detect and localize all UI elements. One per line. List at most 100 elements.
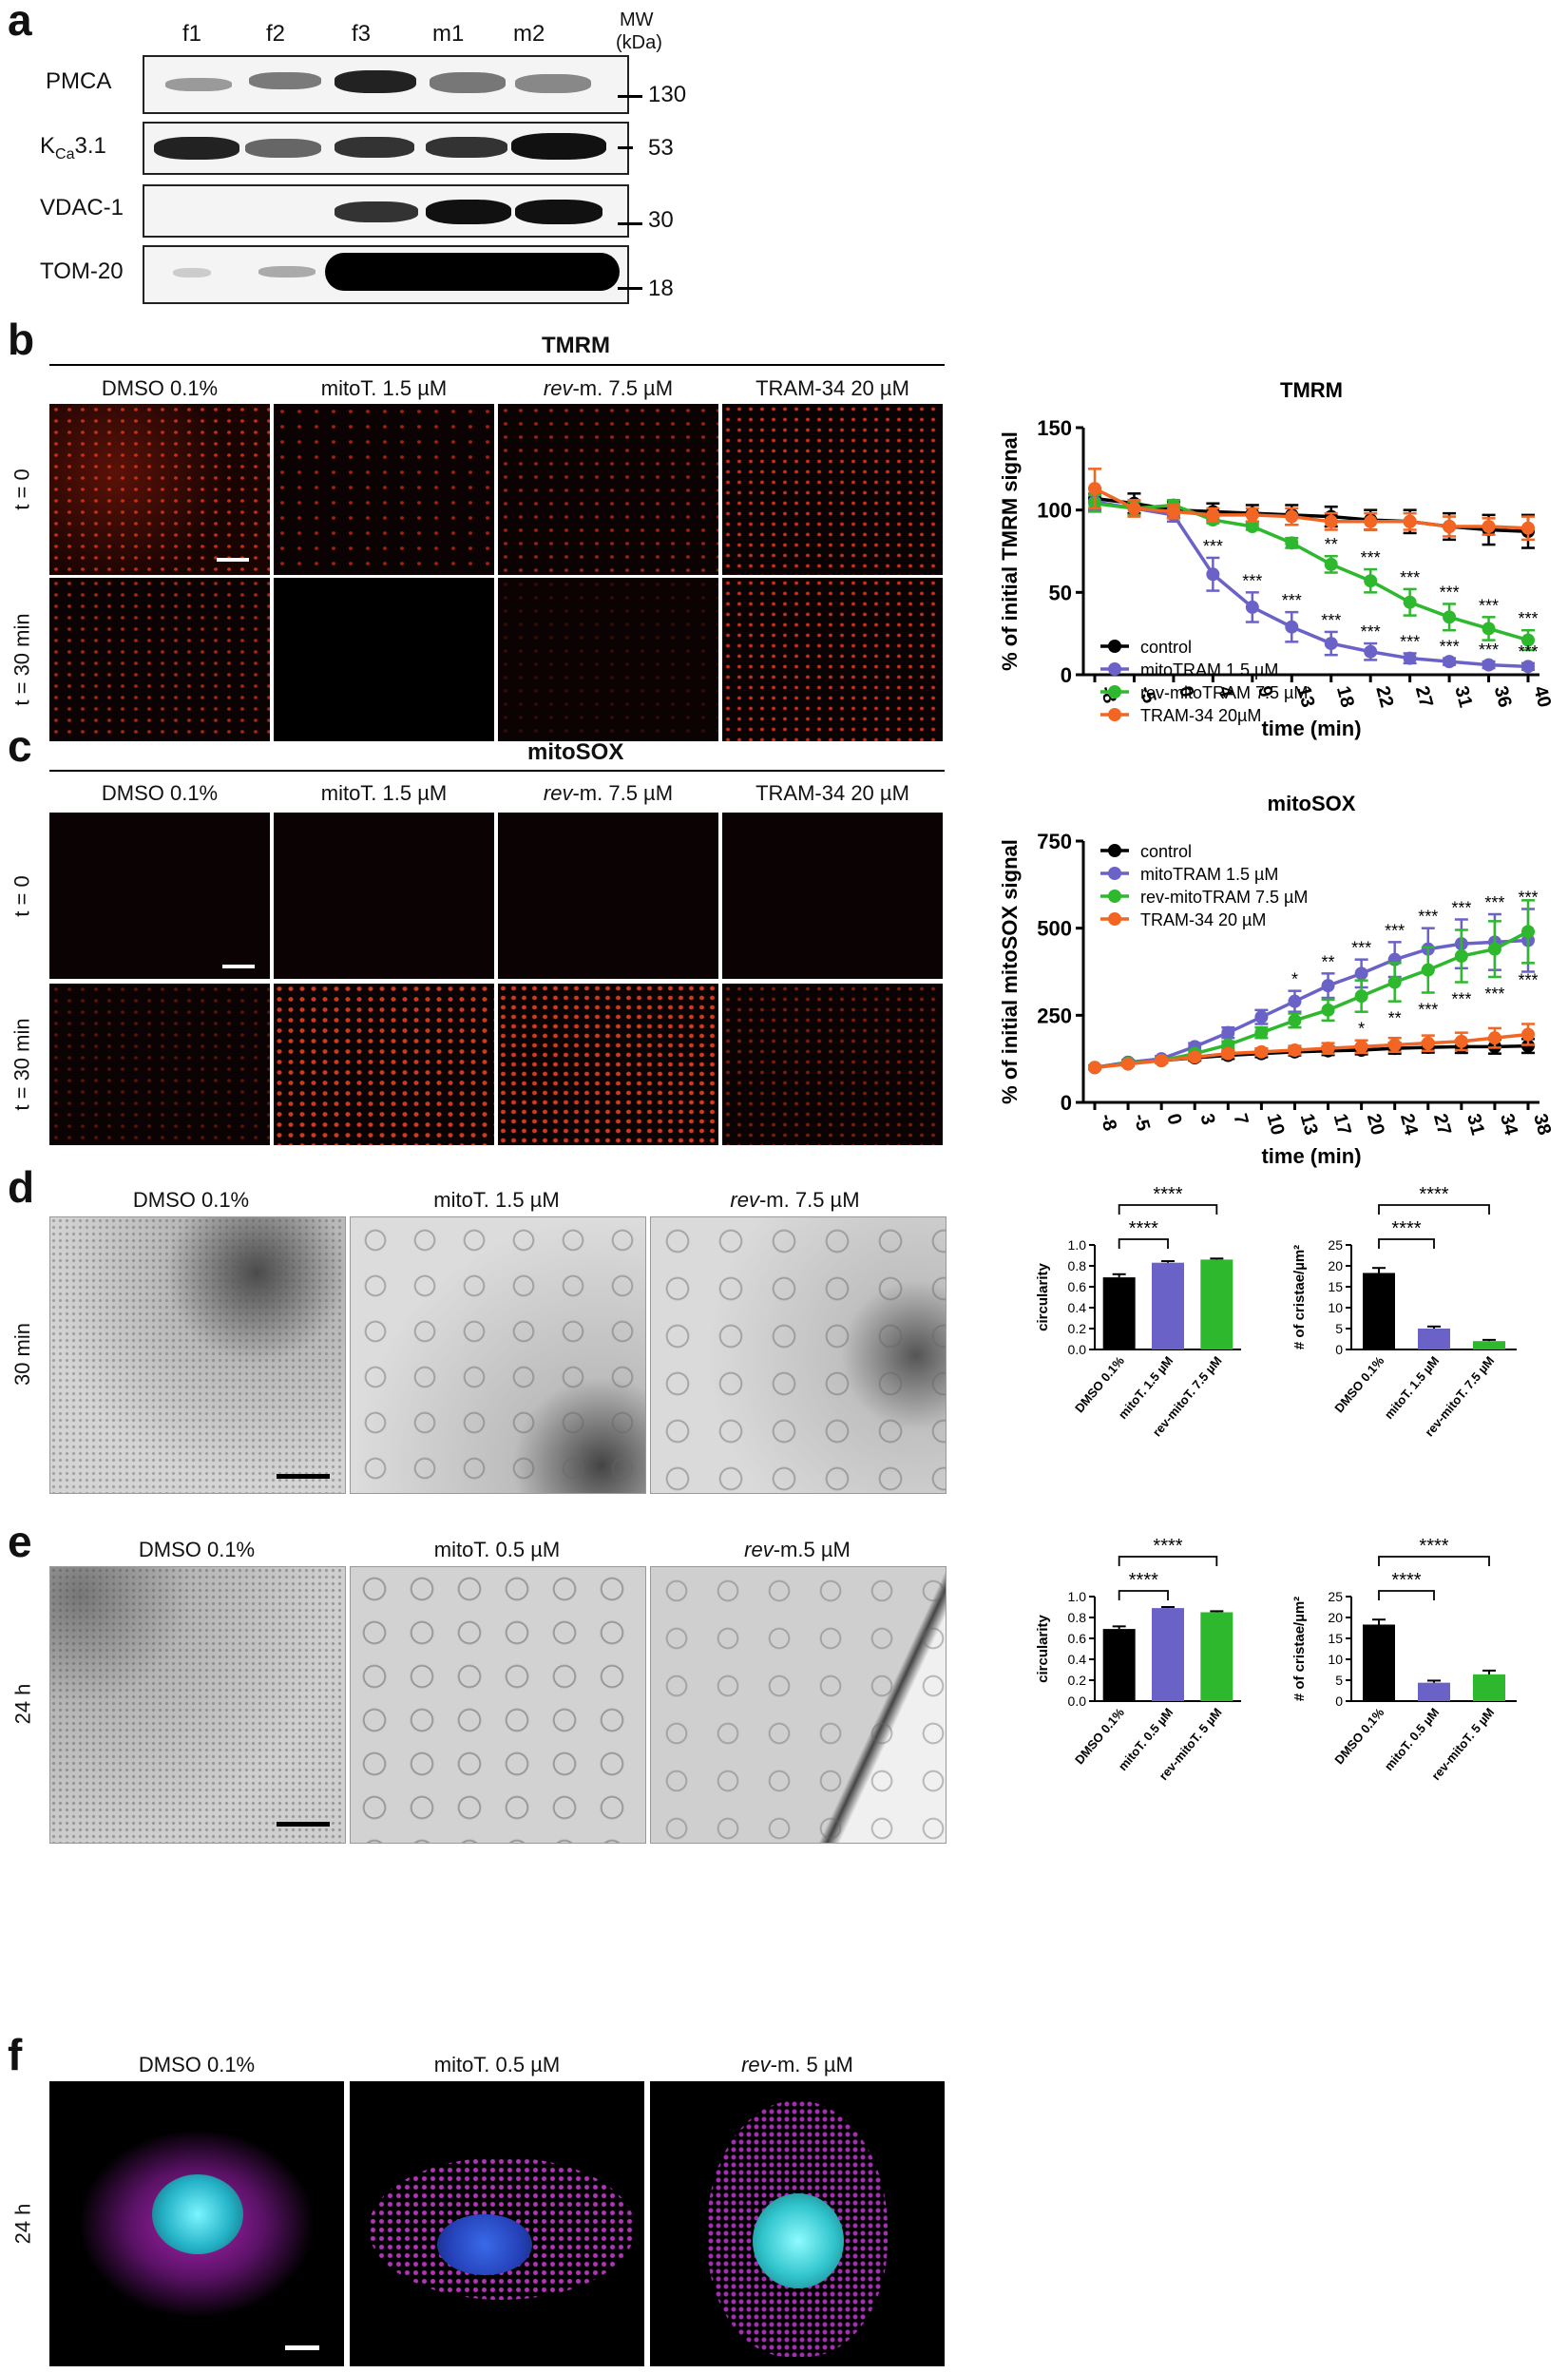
fluorescence-image-dmso <box>49 2081 344 2366</box>
condition-label: rev-m. 7.5 µM <box>543 376 674 400</box>
data-point <box>1521 633 1535 647</box>
mitosox-image-mitot-t0 <box>274 813 494 979</box>
significance-label: *** <box>1351 939 1371 958</box>
em-image-dmso-30min <box>49 1216 346 1494</box>
bar <box>1200 1259 1233 1349</box>
mw-marker-tick <box>618 222 642 225</box>
mw-unit: (kDa) <box>616 32 662 53</box>
mitosox-image-dmso-t0 <box>49 813 270 979</box>
x-tick-label: 27 <box>1411 684 1437 710</box>
significance-bracket <box>1118 1590 1169 1600</box>
x-tick-label: 24 <box>1396 1112 1422 1139</box>
condition-label: rev-m. 5 µM <box>741 2053 853 2076</box>
data-point <box>1245 520 1259 533</box>
panel-title: TMRM <box>542 333 610 358</box>
significance-label: *** <box>1418 908 1438 927</box>
panel-label-e: e <box>8 1517 32 1566</box>
y-axis-label: # of cristae/µm² <box>1291 1597 1308 1701</box>
y-tick-label: 500 <box>1037 917 1072 941</box>
data-point <box>1354 989 1368 1004</box>
y-axis-label: circularity <box>1035 1262 1051 1330</box>
data-point <box>1364 644 1378 659</box>
data-point <box>1354 966 1368 981</box>
blot-tom20 <box>143 245 629 304</box>
em-image-rev-24h <box>650 1566 947 1844</box>
x-tick-label: 9 <box>1253 684 1276 699</box>
condition-label: DMSO 0.1% <box>132 1188 250 1212</box>
condition-label: DMSO 0.1% <box>101 376 219 400</box>
x-tick-label: mitoT. 0.5 µM <box>1382 1705 1443 1773</box>
x-tick-label: DMSO 0.1% <box>1072 1353 1127 1415</box>
row-label: t = 30 min <box>10 613 34 706</box>
data-point <box>1354 1040 1368 1054</box>
data-point <box>1088 482 1101 496</box>
mw-marker-tick <box>618 146 633 149</box>
legend-label: TRAM-34 20 µM <box>1140 910 1266 929</box>
significance-label: *** <box>1321 611 1341 630</box>
y-tick-label: 15 <box>1328 1279 1343 1294</box>
y-tick-label: 25 <box>1328 1589 1343 1604</box>
data-point <box>1403 595 1417 609</box>
significance-label: *** <box>1518 609 1538 628</box>
significance-label: *** <box>1451 899 1471 918</box>
bar <box>1200 1612 1233 1701</box>
bar <box>1473 1674 1505 1701</box>
significance-label: *** <box>1385 921 1405 940</box>
protein-label-kca: KCa3.1 <box>40 133 106 163</box>
condition-label: rev-m.5 µM <box>744 1538 851 1561</box>
protein-label-pmca: PMCA <box>46 68 112 94</box>
legend-marker <box>1108 844 1121 857</box>
y-tick-label: 150 <box>1037 416 1072 440</box>
x-tick-label: -5 <box>1129 1112 1154 1134</box>
data-point <box>1421 1036 1435 1050</box>
data-point <box>1221 1046 1235 1061</box>
y-tick-label: 50 <box>1049 581 1072 604</box>
condition-label: mitoT. 0.5 µM <box>433 2053 561 2076</box>
y-axis-label: % of initial mitoSOX signal <box>998 839 1022 1104</box>
significance-label: *** <box>1418 1001 1438 1020</box>
data-point <box>1121 1057 1136 1071</box>
significance-label: *** <box>1282 591 1302 610</box>
significance-label: * <box>1291 970 1298 989</box>
x-tick-label: 20 <box>1363 1112 1388 1138</box>
significance-bracket <box>1118 1204 1218 1215</box>
significance-label: *** <box>1440 583 1460 602</box>
x-tick-label: 10 <box>1263 1112 1289 1138</box>
condition-label: mitoT. 1.5 µM <box>320 781 448 805</box>
tmrm-image-mitot-t30 <box>274 578 494 741</box>
y-tick-label: 1.0 <box>1068 1237 1087 1253</box>
data-point <box>1482 658 1496 672</box>
significance-label: *** <box>1203 537 1223 556</box>
legend-label: rev-mitoTRAM 7.5 µM <box>1140 683 1308 702</box>
panel-label-a: a <box>8 0 32 45</box>
y-tick-label: 0.6 <box>1068 1279 1087 1294</box>
x-tick-label: 22 <box>1371 684 1397 710</box>
y-tick-label: 0.2 <box>1068 1321 1087 1336</box>
mw-marker-tick <box>618 95 642 98</box>
x-tick-label: 17 <box>1329 1112 1355 1138</box>
data-point <box>1521 925 1535 939</box>
data-point <box>1254 1044 1269 1059</box>
bar <box>1363 1273 1395 1349</box>
significance-label: * <box>1358 1020 1365 1039</box>
x-tick-label: 0 <box>1175 684 1197 699</box>
x-tick-label: 40 <box>1529 684 1555 710</box>
tmrm-image-dmso-t0 <box>49 404 270 575</box>
significance-label: **** <box>1153 1536 1182 1557</box>
blot-vdac1 <box>143 184 629 238</box>
x-tick-label: 38 <box>1529 1112 1555 1138</box>
significance-label: *** <box>1242 571 1262 590</box>
legend-marker <box>1108 640 1121 653</box>
fluorescence-image-mitot <box>350 2081 644 2366</box>
y-tick-label: 0.4 <box>1068 1300 1087 1315</box>
significance-label: *** <box>1518 970 1538 989</box>
significance-label: *** <box>1451 990 1471 1009</box>
x-tick-label: 36 <box>1490 684 1516 710</box>
blot-pmca <box>143 55 629 114</box>
data-point <box>1206 567 1220 582</box>
mitosox-image-tram34-t30 <box>722 984 943 1145</box>
chart-title: mitoSOX <box>1268 792 1356 815</box>
data-point <box>1521 660 1535 674</box>
condition-label: DMSO 0.1% <box>138 2053 256 2076</box>
